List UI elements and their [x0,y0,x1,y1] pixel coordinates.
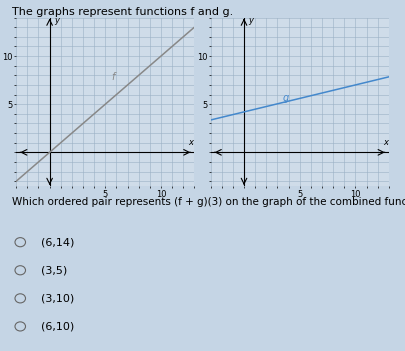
Text: x: x [383,138,388,147]
Text: y: y [54,16,59,25]
Text: f: f [111,72,114,82]
Text: y: y [249,16,254,25]
Text: (3,10): (3,10) [40,293,74,303]
Text: g: g [283,93,289,103]
Text: (3,5): (3,5) [40,265,67,275]
Text: (6,14): (6,14) [40,237,74,247]
Text: x: x [189,138,194,147]
Text: Which ordered pair represents (f + g)(3) on the graph of the combined function?: Which ordered pair represents (f + g)(3)… [12,197,405,206]
Text: (6,10): (6,10) [40,322,74,331]
Text: The graphs represent functions f and g.: The graphs represent functions f and g. [12,7,233,17]
